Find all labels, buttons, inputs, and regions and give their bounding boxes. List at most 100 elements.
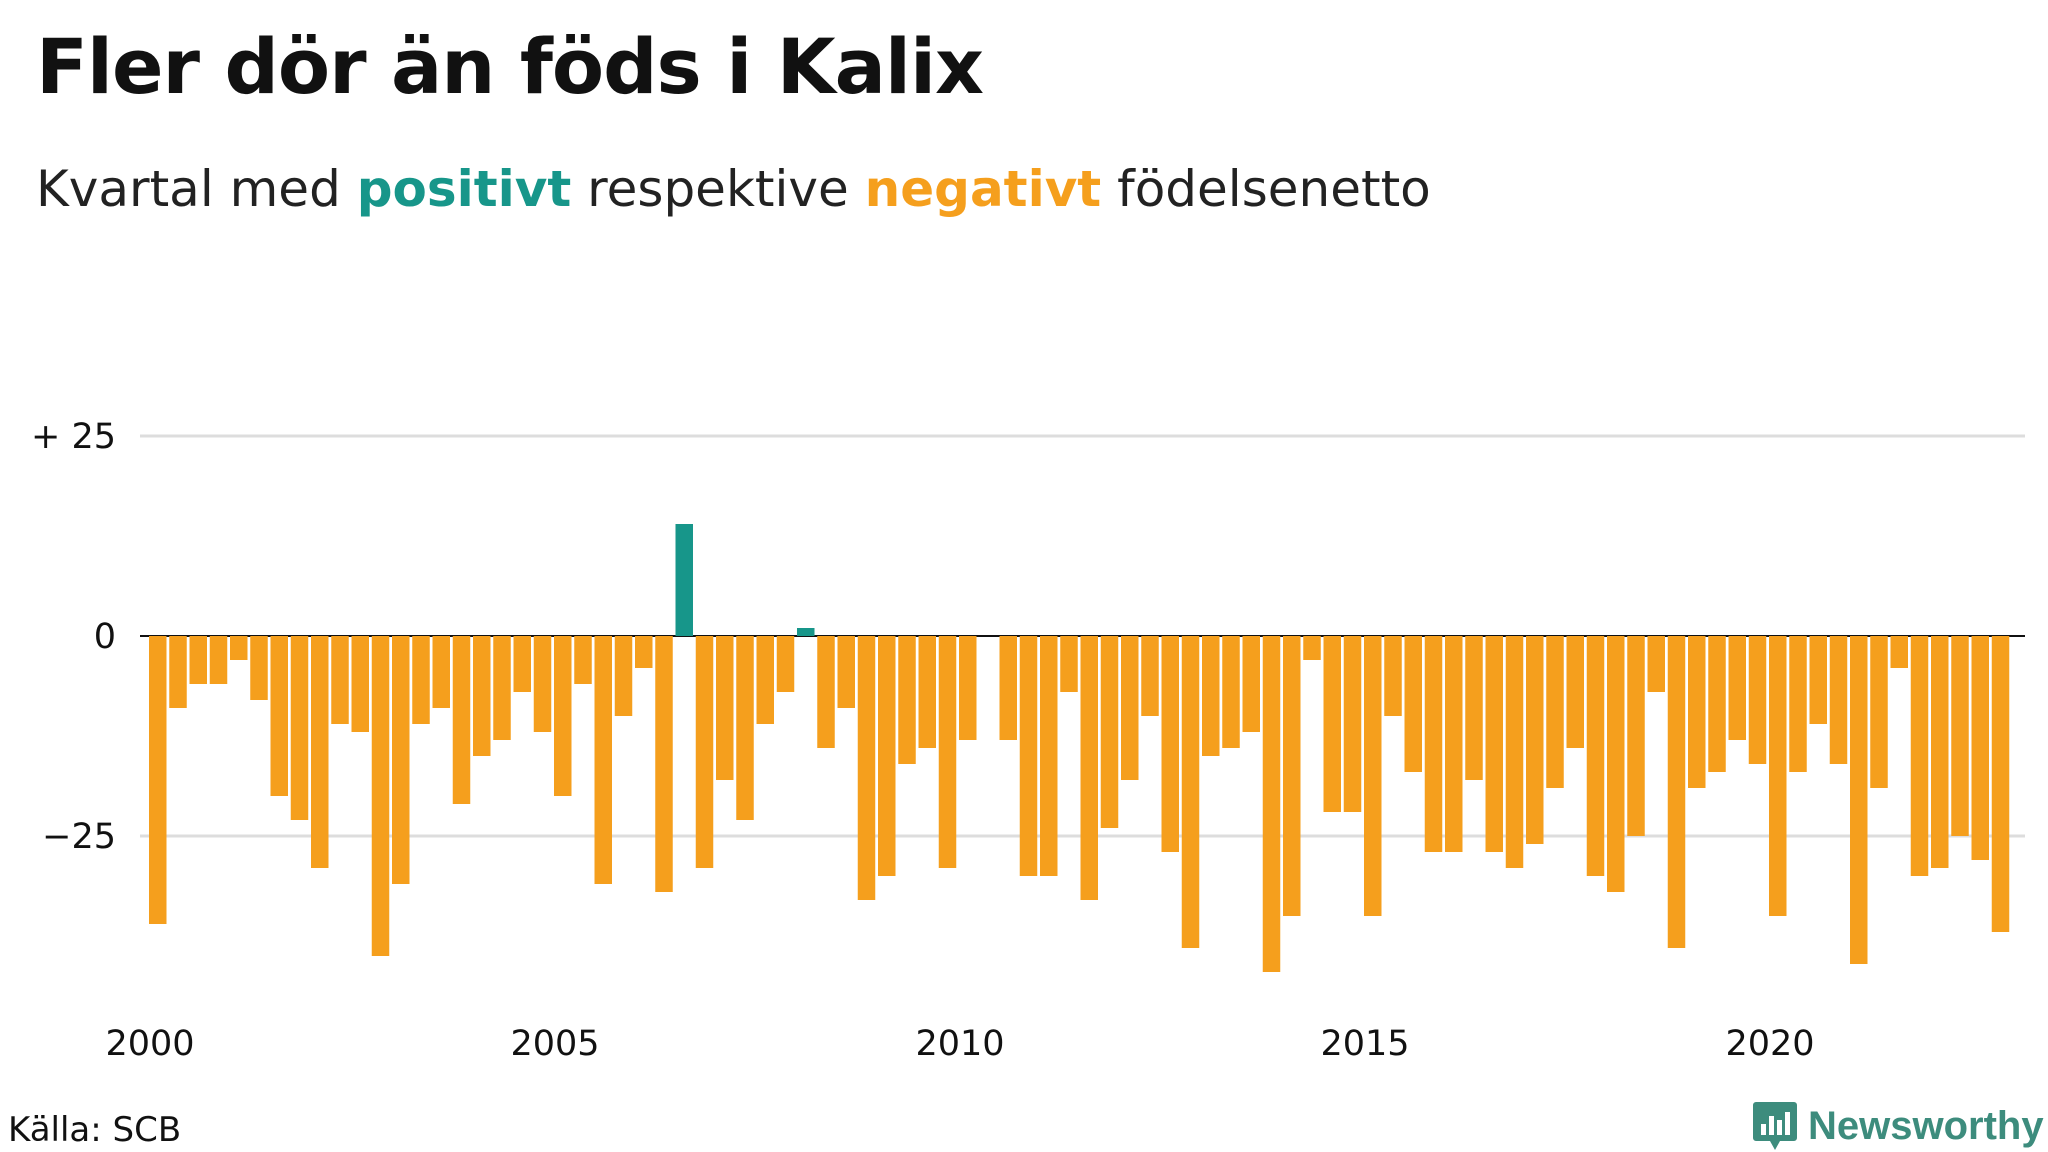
bar [412,636,430,724]
bar [1971,636,1989,860]
bar [351,636,369,732]
bar [1384,636,1402,716]
y-tick-label: −25 [42,817,116,857]
bar [331,636,349,724]
bar [1890,636,1908,668]
bar [878,636,896,876]
logo-text: Newsworthy [1808,1103,2044,1148]
bar [230,636,248,660]
bar [1019,636,1038,876]
x-tick-label: 2005 [510,1024,599,1064]
bar [533,636,552,732]
bar [169,636,187,708]
bar [675,524,693,636]
bar [209,636,228,684]
bar [1202,636,1220,756]
bar [1343,636,1362,812]
bar [1688,636,1706,788]
bar [1262,636,1281,972]
bar [1647,636,1665,692]
chart-subtitle: Kvartal med positivt respektive negativt… [36,160,1431,218]
bar [371,636,390,956]
bar [149,636,167,924]
y-tick-label: 0 [94,617,116,657]
bar [1526,636,1544,844]
bar [594,636,612,884]
bar [1951,636,1969,836]
bar [1060,636,1078,692]
bar [1141,636,1159,716]
bar [959,636,977,740]
bar [1121,636,1139,780]
bar [1546,636,1564,788]
bar [311,636,329,868]
bar [290,636,309,820]
bar [918,636,936,748]
bar [1080,636,1098,900]
bar [1040,636,1058,876]
bar [1829,636,1848,764]
bar [1242,636,1260,732]
bar [1991,636,2010,932]
bar [1303,636,1321,660]
bar [614,636,633,716]
bar [270,636,288,796]
bar [1769,636,1787,916]
y-tick-label: + 25 [31,417,116,457]
bar [938,636,957,868]
subtitle-suffix: födelsenetto [1101,160,1431,218]
bar [695,636,714,868]
bar [1505,636,1524,868]
bar [189,636,207,684]
bar [716,636,734,780]
x-tick-label: 2000 [105,1024,194,1064]
bar [857,636,876,900]
bar [1424,636,1443,852]
x-tick-label: 2020 [1725,1024,1814,1064]
bar [655,636,673,892]
bar [1445,636,1463,852]
source-note: Källa: SCB [8,1110,182,1150]
bar [1850,636,1868,964]
bar [999,636,1017,740]
bar [574,636,592,684]
bar [493,636,511,740]
bar [554,636,572,796]
bar [452,636,471,804]
bar [1910,636,1929,876]
bar [1465,636,1483,780]
bar [1404,636,1422,772]
bar-chart: + 25 0 −25 2000 2005 2010 2015 2020 [31,417,2025,1064]
bar [1323,636,1341,812]
bar [817,636,835,748]
subtitle-negative-word: negativt [864,160,1102,218]
bar [1586,636,1605,876]
bar [898,636,916,764]
bar [756,636,774,724]
subtitle-positive-word: positivt [356,160,572,218]
y-axis-ticks: + 25 0 −25 [31,417,116,857]
bar [392,636,410,884]
bar [797,628,815,636]
bar [1708,636,1726,772]
bar [1283,636,1301,916]
bar [736,636,754,820]
newsworthy-logo: Newsworthy [1752,1100,2044,1152]
chart-title: Fler dör än föds i Kalix [36,22,984,111]
x-axis-ticks: 2000 2005 2010 2015 2020 [105,1024,1814,1064]
bars [149,524,2010,972]
bar [1181,636,1200,948]
x-tick-label: 2015 [1320,1024,1409,1064]
bar [1566,636,1584,748]
bar [837,636,855,708]
bar-chart-icon [1753,1102,1797,1150]
bar [1667,636,1686,948]
subtitle-middle: respektive [571,160,865,218]
bar [1809,636,1827,724]
bar [1161,636,1179,852]
bar [1789,636,1807,772]
bar [1607,636,1625,892]
bar [250,636,268,700]
bar [1100,636,1119,828]
x-tick-label: 2010 [915,1024,1004,1064]
